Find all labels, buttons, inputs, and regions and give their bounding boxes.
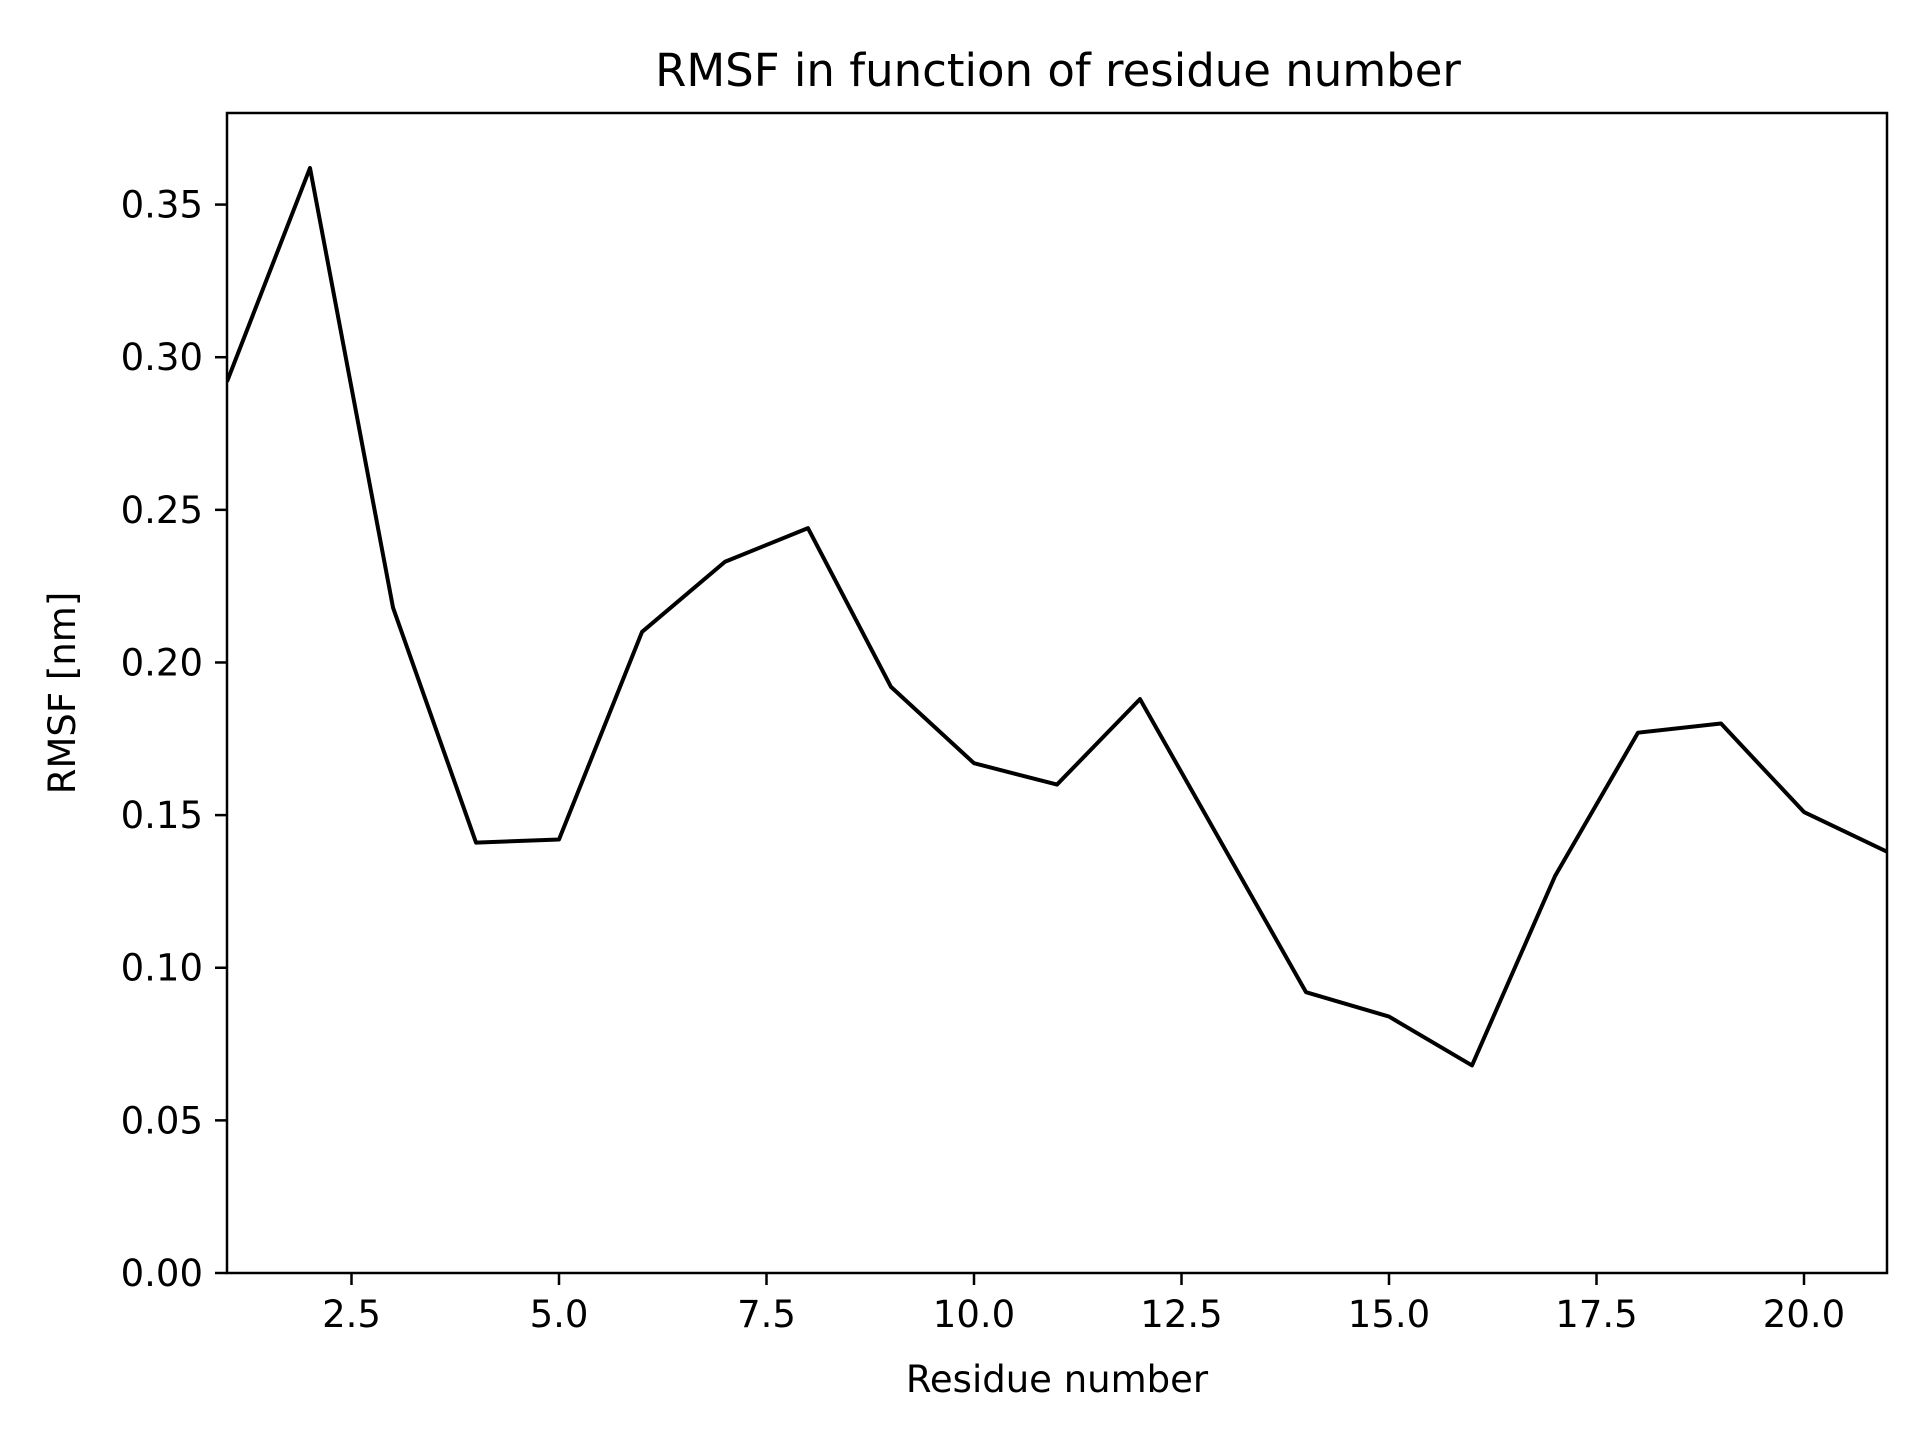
- x-tick-label: 12.5: [1140, 1293, 1222, 1336]
- x-tick-label: 17.5: [1555, 1293, 1637, 1336]
- series-layer: [227, 165, 1887, 1068]
- x-axis-ticks: 2.5 5.0 7.5 10.0 12.5 15.0 17.5 20.0: [322, 1273, 1845, 1336]
- y-tick-label: 0.25: [121, 489, 203, 532]
- y-axis-label: RMSF [nm]: [41, 592, 84, 795]
- chart-title: RMSF in function of residue number: [655, 44, 1461, 97]
- y-tick-label: 0.15: [121, 794, 203, 837]
- x-tick-label: 5.0: [530, 1293, 589, 1336]
- x-tick-label: 15.0: [1348, 1293, 1430, 1336]
- plot-area: 2.5 5.0 7.5 10.0 12.5 15.0 17.5 20.0 0.000.050.…: [121, 111, 1889, 1336]
- y-axis-ticks: 0.00 0.05 0.10 0.15 0.20 0.25 0.30 0.35: [121, 184, 227, 1295]
- y-tick-label: 0.05: [121, 1099, 203, 1142]
- rmsf-series-line: [227, 165, 1887, 1068]
- x-tick-label: 2.5: [322, 1293, 381, 1336]
- x-axis-label: Residue number: [906, 1358, 1209, 1401]
- y-tick-label: 0.30: [121, 336, 203, 379]
- y-tick-label: 0.20: [121, 641, 203, 684]
- x-tick-label: 10.0: [933, 1293, 1015, 1336]
- y-tick-label: 0.35: [121, 184, 203, 227]
- x-tick-label: 7.5: [737, 1293, 796, 1336]
- y-tick-label: 0.10: [121, 947, 203, 990]
- y-tick-label: 0.00: [121, 1252, 203, 1295]
- x-tick-label: 20.0: [1763, 1293, 1845, 1336]
- axes-frame: [225, 111, 1889, 1275]
